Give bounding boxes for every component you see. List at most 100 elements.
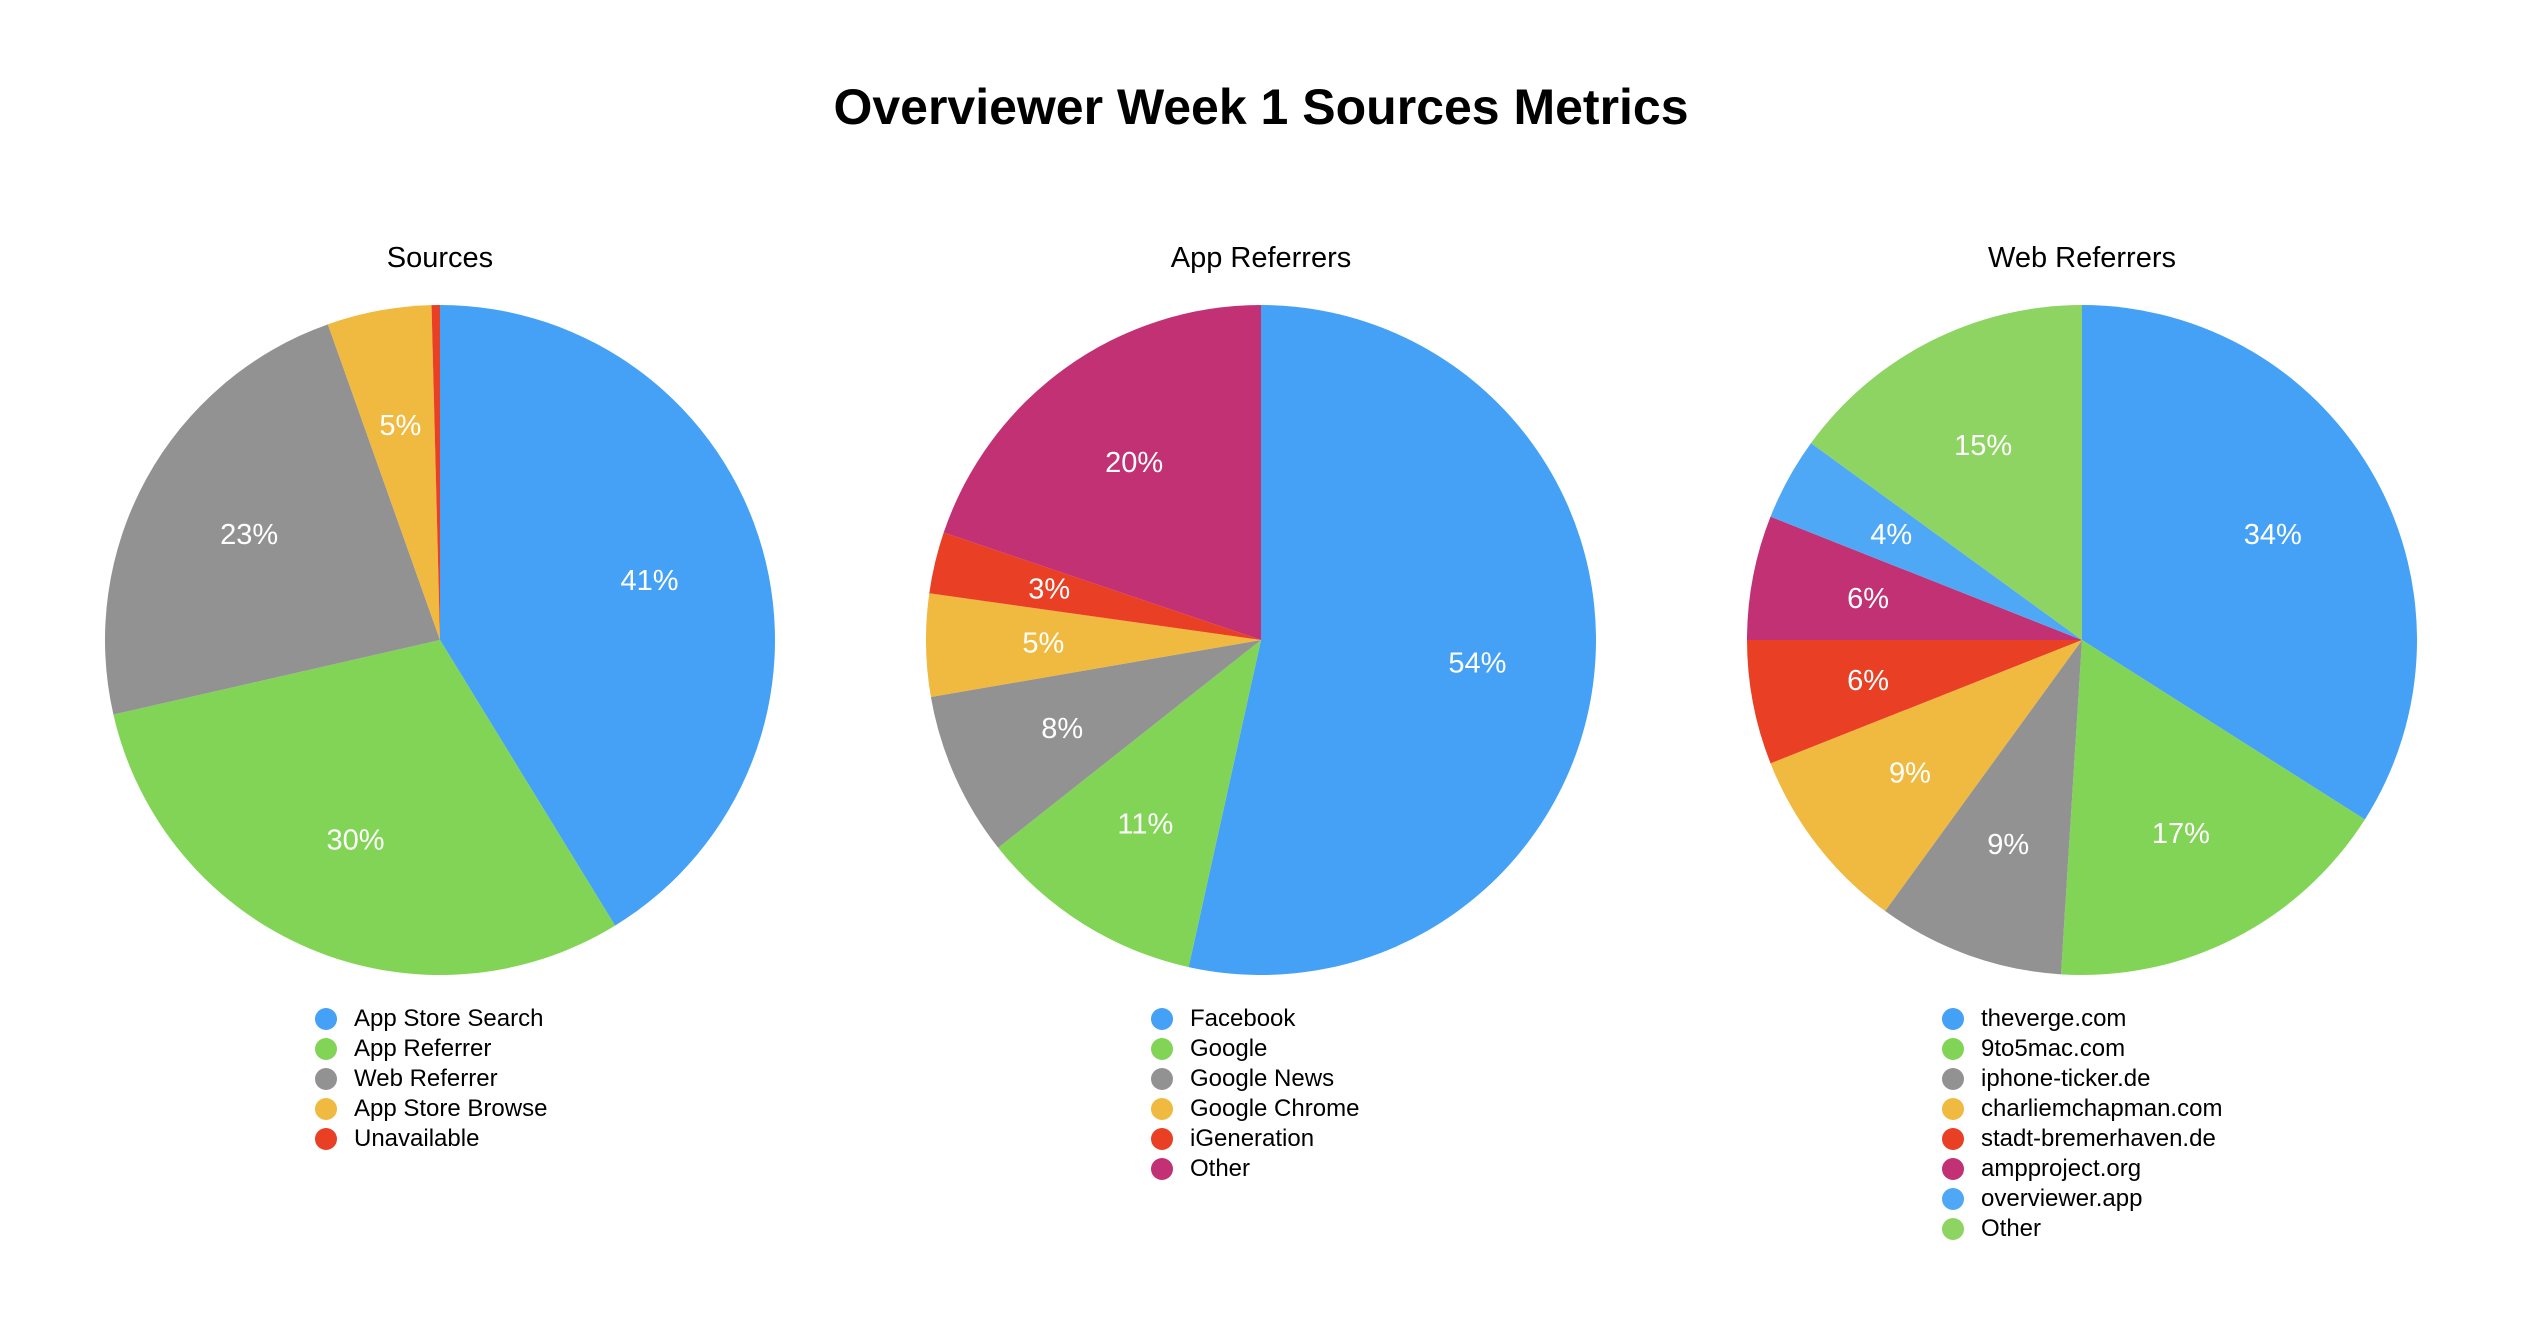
pie-slice-unavailable bbox=[431, 305, 440, 640]
legend-label: Unavailable bbox=[354, 1125, 480, 1152]
legend-label: Other bbox=[1190, 1155, 1251, 1182]
legend-web-referrers: theverge.com 9to5mac.com iphone-ticker.de c… bbox=[1942, 1004, 2222, 1244]
data-label-iphone-ticker-de: 9% bbox=[1987, 829, 2029, 861]
data-label-app-store-browse: 5% bbox=[379, 410, 421, 442]
legend-swatch bbox=[1151, 1068, 1173, 1090]
legend-label: ampproject.org bbox=[1981, 1155, 2142, 1182]
pie-chart-app-referrers: App Referrers 54% 11% 8% 5% 3% 20% Facebook Go… bbox=[881, 0, 1641, 1320]
pie-slice-stadt-bremerhaven-de bbox=[1747, 640, 2082, 764]
pie-web-referrers: 34% 17% 9% 9% 6% 6% 4% 15% bbox=[1747, 305, 2417, 975]
legend-app-referrers: Facebook Google Google News Google Chrome iG… bbox=[1151, 1004, 1359, 1184]
legend-item-unavailable: Unavailable bbox=[315, 1124, 547, 1154]
legend-swatch bbox=[1942, 1128, 1964, 1150]
legend-label: stadt-bremerhaven.de bbox=[1981, 1125, 2216, 1152]
legend-swatch bbox=[315, 1038, 337, 1060]
legend-item-igeneration: iGeneration bbox=[1151, 1124, 1359, 1154]
chart-title: Web Referrers bbox=[1987, 242, 2177, 274]
legend-swatch bbox=[1151, 1098, 1173, 1120]
page-title: Overviewer Week 1 Sources Metrics bbox=[833, 79, 1689, 135]
legend-item-google-chrome: Google Chrome bbox=[1151, 1094, 1359, 1124]
data-label-facebook: 54% bbox=[1448, 648, 1506, 680]
chart-title: Sources bbox=[386, 242, 494, 274]
legend-item-facebook: Facebook bbox=[1151, 1004, 1359, 1034]
legend-item-charliemchapman-com: charliemchapman.com bbox=[1942, 1094, 2222, 1124]
legend-swatch bbox=[1151, 1128, 1173, 1150]
pie-slice-app-store-browse bbox=[327, 305, 440, 640]
legend-label: Google bbox=[1190, 1035, 1268, 1062]
legend-item-9to5mac-com: 9to5mac.com bbox=[1942, 1034, 2222, 1064]
legend-label: Facebook bbox=[1190, 1005, 1296, 1032]
legend-label: iGeneration bbox=[1190, 1125, 1315, 1152]
legend-item-overviewer-app: overviewer.app bbox=[1942, 1184, 2222, 1214]
legend-swatch bbox=[315, 1068, 337, 1090]
data-label-google-chrome: 5% bbox=[1022, 627, 1064, 659]
legend-item-ampproject-org: ampproject.org bbox=[1942, 1154, 2222, 1184]
pie-slice-web-referrer bbox=[104, 324, 440, 715]
legend-label: Google Chrome bbox=[1190, 1095, 1360, 1122]
data-label-other: 15% bbox=[1954, 430, 2012, 462]
legend-item-theverge-com: theverge.com bbox=[1942, 1004, 2222, 1034]
data-label-app-referrer: 30% bbox=[327, 825, 385, 857]
pie-slice-igeneration bbox=[929, 532, 1261, 640]
data-label-9to5mac-com: 17% bbox=[2152, 818, 2210, 850]
legend-swatch bbox=[1151, 1158, 1173, 1180]
legend-label: App Store Browse bbox=[354, 1095, 548, 1122]
legend-item-google: Google bbox=[1151, 1034, 1359, 1064]
chart-title: App Referrers bbox=[1170, 242, 1352, 274]
legend-item-other: Other bbox=[1942, 1214, 2222, 1244]
pie-app-referrers: 54% 11% 8% 5% 3% 20% bbox=[926, 305, 1596, 975]
pie-slice-other bbox=[1810, 305, 2082, 640]
legend-swatch bbox=[315, 1098, 337, 1120]
legend-swatch bbox=[1151, 1008, 1173, 1030]
legend-swatch bbox=[1942, 1098, 1964, 1120]
pie-slice-google-chrome bbox=[926, 593, 1261, 698]
pie-chart-web-referrers: Web Referrers 34% 17% 9% 9% 6% 6% 4% 15% thever… bbox=[1702, 0, 2462, 1320]
pie-slice-theverge-com bbox=[2082, 305, 2417, 820]
pie-slice-iphone-ticker-de bbox=[1885, 640, 2082, 975]
legend-swatch bbox=[1151, 1038, 1173, 1060]
legend-label: 9to5mac.com bbox=[1981, 1035, 2126, 1062]
data-label-app-store-search: 41% bbox=[621, 565, 679, 597]
legend-label: App Store Search bbox=[354, 1005, 544, 1032]
pie-slice-charliemchapman-com bbox=[1770, 640, 2082, 912]
legend-item-web-referrer: Web Referrer bbox=[315, 1064, 547, 1094]
pie-slice-other bbox=[943, 305, 1261, 640]
data-label-google-news: 8% bbox=[1041, 713, 1083, 745]
legend-label: iphone-ticker.de bbox=[1981, 1065, 2151, 1092]
legend-swatch bbox=[1942, 1158, 1964, 1180]
pie-slice-google-news bbox=[930, 640, 1261, 848]
data-label-charliemchapman-com: 9% bbox=[1889, 757, 1931, 789]
pie-chart-sources: Sources 41% 30% 23% 5% App Store Search App … bbox=[60, 0, 820, 1320]
data-label-ampproject-org: 6% bbox=[1847, 583, 1889, 615]
data-label-igeneration: 3% bbox=[1028, 574, 1070, 606]
data-label-other: 20% bbox=[1105, 447, 1163, 479]
data-label-stadt-bremerhaven-de: 6% bbox=[1847, 665, 1889, 697]
data-label-web-referrer: 23% bbox=[220, 519, 278, 551]
legend-swatch bbox=[315, 1008, 337, 1030]
legend-label: App Referrer bbox=[354, 1035, 492, 1062]
legend-swatch bbox=[1942, 1188, 1964, 1210]
legend-label: charliemchapman.com bbox=[1981, 1095, 2223, 1122]
legend-item-google-news: Google News bbox=[1151, 1064, 1359, 1094]
data-label-google: 11% bbox=[1117, 809, 1173, 841]
legend-label: overviewer.app bbox=[1981, 1185, 2143, 1212]
legend-item-app-referrer: App Referrer bbox=[315, 1034, 547, 1064]
pie-slice-app-store-search bbox=[440, 305, 776, 926]
legend-label: Google News bbox=[1190, 1065, 1335, 1092]
legend-label: Web Referrer bbox=[354, 1065, 498, 1092]
legend-swatch bbox=[1942, 1218, 1964, 1240]
pie-sources: 41% 30% 23% 5% bbox=[104, 305, 776, 976]
legend-item-app-store-browse: App Store Browse bbox=[315, 1094, 547, 1124]
legend-swatch bbox=[1942, 1068, 1964, 1090]
legend-item-iphone-ticker-de: iphone-ticker.de bbox=[1942, 1064, 2222, 1094]
legend-swatch bbox=[315, 1128, 337, 1150]
data-label-theverge-com: 34% bbox=[2244, 519, 2302, 551]
legend-swatch bbox=[1942, 1008, 1964, 1030]
data-label-overviewer-app: 4% bbox=[1870, 519, 1912, 551]
pie-slice-ampproject-org bbox=[1747, 516, 2082, 640]
legend-item-app-store-search: App Store Search bbox=[315, 1004, 547, 1034]
legend-swatch bbox=[1942, 1038, 1964, 1060]
legend-item-other: Other bbox=[1151, 1154, 1359, 1184]
legend-sources: App Store Search App Referrer Web Referrer… bbox=[315, 1004, 547, 1154]
pie-slice-9to5mac-com bbox=[2060, 640, 2365, 975]
